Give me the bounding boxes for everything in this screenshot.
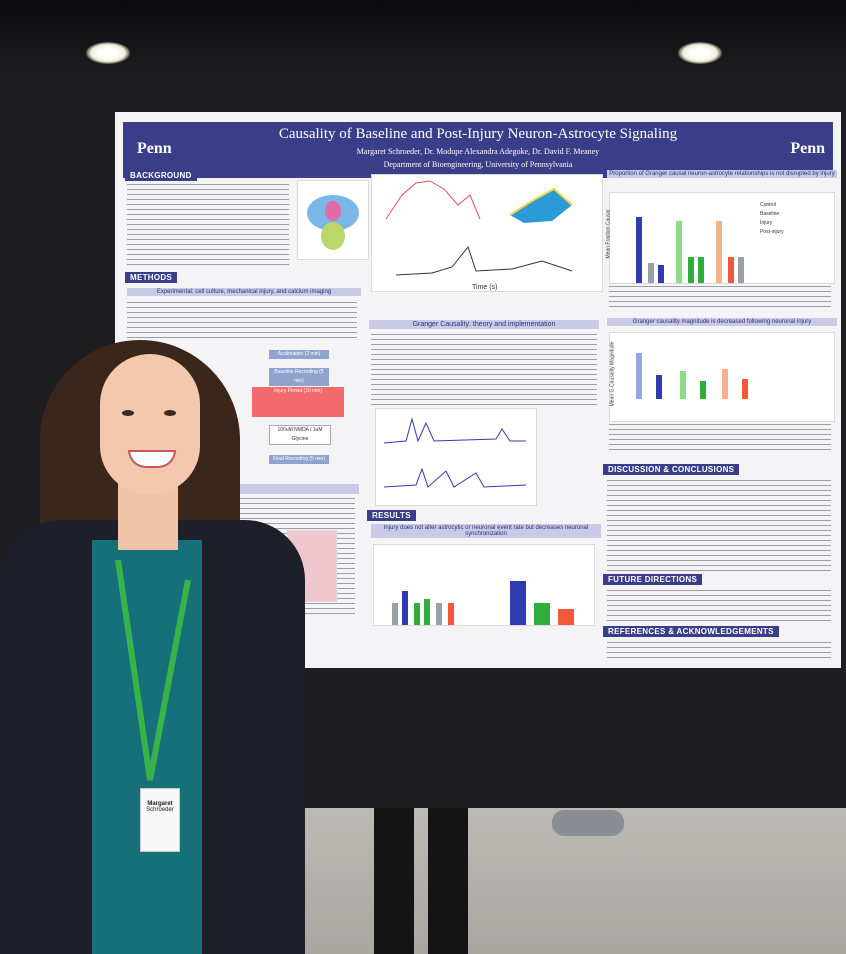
granger-example-figure bbox=[375, 408, 537, 506]
magnitude-caption bbox=[609, 424, 831, 452]
calcium-trace-figure: Time (s) bbox=[371, 174, 603, 292]
frac-bar-9 bbox=[738, 257, 744, 283]
synapse-illustration bbox=[307, 195, 359, 250]
bar-control-b bbox=[436, 603, 442, 625]
results-subhead: Injury does not alter astrocytic or neur… bbox=[371, 524, 601, 538]
legend-baseline: Baseline bbox=[760, 211, 780, 217]
bar-injury-a bbox=[414, 603, 420, 625]
time-axis-label: Time (s) bbox=[472, 284, 497, 291]
mag-bar-5 bbox=[722, 369, 728, 399]
fraction-legend: Control Baseline Injury Post-injury bbox=[760, 201, 784, 237]
mag-bar-4 bbox=[700, 381, 706, 399]
references-text bbox=[607, 642, 831, 662]
flow-nmda: 100uM NMDA / 1uM Glycine bbox=[269, 425, 331, 445]
poster-authors: Margaret Schroeder, Dr. Modupe Alexandra… bbox=[356, 147, 600, 156]
presenter-eye-right bbox=[164, 410, 176, 416]
penn-logo-right: Penn bbox=[790, 140, 825, 157]
frac-bar-1 bbox=[636, 217, 642, 283]
section-methods: METHODS bbox=[125, 272, 178, 283]
flow-injury: Injury Period (20 min) bbox=[252, 387, 344, 417]
granger-traces bbox=[383, 417, 527, 488]
bar-post-c bbox=[558, 609, 574, 625]
magnitude-axis-label: Mean G-Causality Magnitude bbox=[609, 341, 616, 407]
legend-post-injury: Post-injury bbox=[760, 229, 784, 235]
ceiling-light-right bbox=[678, 42, 722, 64]
flow-baseline: Baseline Recording (5 min) bbox=[269, 368, 329, 386]
bar-injury-c bbox=[534, 603, 550, 625]
magnitude-subhead: Granger causality magnitude is decreased… bbox=[607, 318, 837, 326]
event-rate-figure bbox=[373, 544, 595, 626]
frac-bar-3 bbox=[658, 265, 664, 283]
penn-logo-left: Penn bbox=[137, 140, 172, 157]
frac-bar-6 bbox=[698, 257, 704, 283]
mag-bar-2 bbox=[656, 375, 662, 399]
bar-baseline-c bbox=[510, 581, 526, 625]
ceiling-light-left bbox=[86, 42, 130, 64]
section-discussion: DISCUSSION & CONCLUSIONS bbox=[603, 464, 740, 475]
background-person-legs bbox=[368, 808, 480, 954]
poster-department: Department of Bioengineering, University… bbox=[383, 160, 573, 169]
bar-post-b bbox=[448, 603, 454, 625]
name-badge: Margaret Schroeder bbox=[140, 788, 180, 852]
section-references: REFERENCES & ACKNOWLEDGEMENTS bbox=[603, 626, 779, 637]
legend-injury: Injury bbox=[760, 220, 773, 226]
fraction-axis-label: Mean Fraction Causal bbox=[605, 209, 612, 259]
mag-bar-3 bbox=[680, 371, 686, 399]
badge-surname: Schroeder bbox=[146, 807, 174, 813]
poster-title: Causality of Baseline and Post-Injury Ne… bbox=[278, 126, 678, 142]
frac-bar-2 bbox=[648, 263, 654, 283]
legend-control: Control bbox=[760, 202, 777, 208]
section-results: RESULTS bbox=[367, 510, 416, 521]
calcium-traces: Time (s) bbox=[385, 180, 573, 291]
frac-bar-4 bbox=[676, 221, 682, 283]
discussion-text bbox=[607, 480, 831, 572]
bar-baseline-a bbox=[402, 591, 408, 625]
bar-control-a bbox=[392, 603, 398, 625]
frac-bar-5 bbox=[688, 257, 694, 283]
badge-first-name: Margaret bbox=[147, 801, 173, 807]
background-text bbox=[127, 184, 289, 266]
future-text bbox=[607, 590, 831, 622]
presenter-eye-left bbox=[122, 410, 134, 416]
section-future: FUTURE DIRECTIONS bbox=[603, 574, 703, 585]
anatomy-figure bbox=[297, 180, 369, 260]
flow-acclimation: Acclimation (2 min) bbox=[269, 350, 329, 359]
frac-bar-8 bbox=[728, 257, 734, 283]
presenter-face bbox=[100, 354, 200, 494]
section-background: BACKGROUND bbox=[125, 170, 197, 181]
mag-bar-6 bbox=[742, 379, 748, 399]
magnitude-figure: Mean G-Causality Magnitude bbox=[609, 332, 835, 422]
fraction-causal-figure: Mean Fraction Causal Control Baseline In… bbox=[605, 192, 835, 284]
analysis-subhead bbox=[215, 484, 359, 494]
methods-subhead: Experimental: cell culture, mechanical i… bbox=[127, 288, 361, 296]
presenter: Margaret Schroeder bbox=[0, 330, 310, 954]
background-person-shoe bbox=[552, 810, 624, 836]
granger-text bbox=[371, 334, 597, 406]
flow-final: Final Recording (5 min) bbox=[269, 455, 329, 464]
poster-header: Penn Penn Causality of Baseline and Post… bbox=[123, 122, 833, 178]
granger-subhead: Granger Causality: theory and implementa… bbox=[369, 320, 599, 329]
methods-text bbox=[127, 302, 357, 342]
proportion-caption bbox=[609, 286, 831, 308]
mag-bar-1 bbox=[636, 353, 642, 399]
bar-post-a bbox=[424, 599, 430, 625]
lanyard bbox=[115, 559, 191, 781]
proportion-subhead: Proportion of Granger causal neuron-astr… bbox=[607, 170, 837, 178]
frac-bar-7 bbox=[716, 221, 722, 283]
